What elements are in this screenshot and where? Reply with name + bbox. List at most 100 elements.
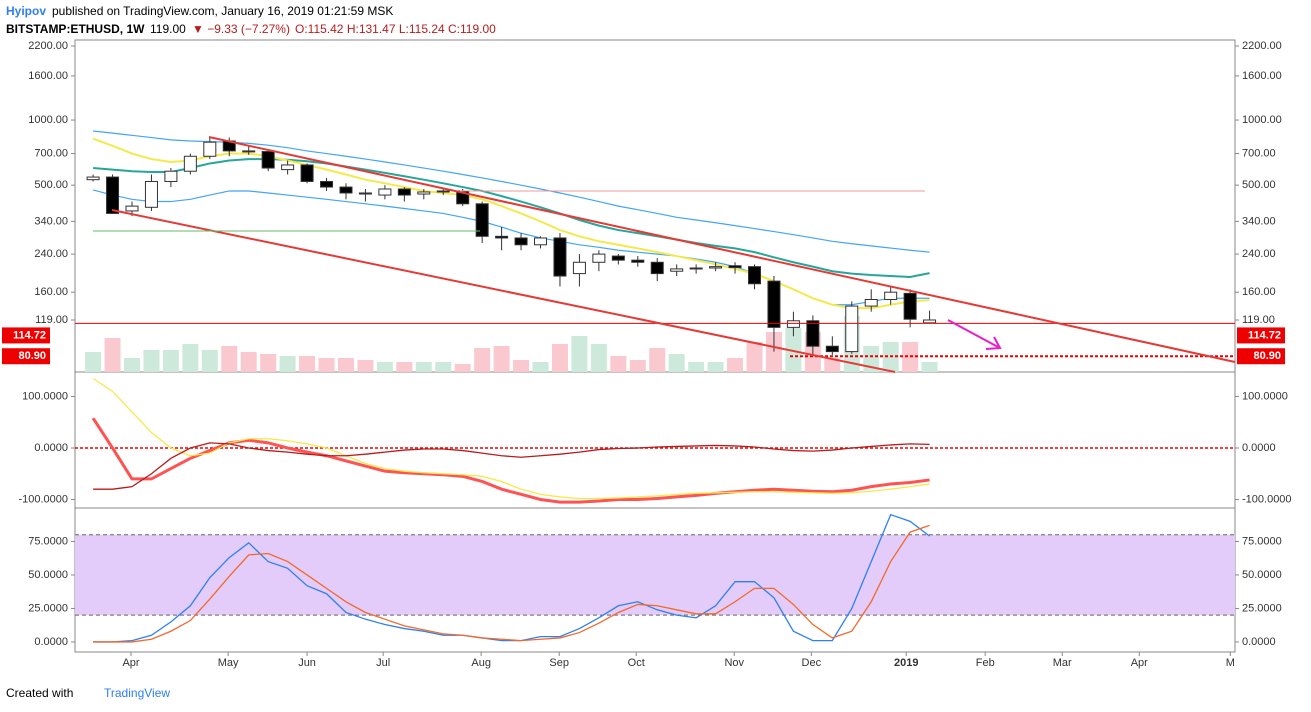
x-tick-label: Apr xyxy=(1131,657,1148,669)
x-tick-label: Dec xyxy=(802,657,822,669)
indicator-line xyxy=(93,442,930,490)
candle-body xyxy=(670,268,684,272)
volume-bar xyxy=(357,360,374,372)
indicator-line xyxy=(92,377,930,500)
candle-body xyxy=(631,259,645,263)
candle-body xyxy=(86,176,100,181)
volume-bar xyxy=(162,350,179,372)
volume-bar xyxy=(532,362,549,372)
volume-bar xyxy=(376,362,393,372)
candle-body xyxy=(475,203,489,237)
y-tick-label: 700.00 xyxy=(34,147,68,159)
x-tick-label: Sep xyxy=(549,657,569,669)
published: published on TradingView.com, January 16… xyxy=(52,4,393,18)
frame xyxy=(74,39,1236,653)
candle-body xyxy=(689,267,703,270)
volume-bar xyxy=(260,354,277,372)
candle-body xyxy=(923,319,937,324)
candle-body xyxy=(572,261,586,275)
x-tick-label: M xyxy=(1226,657,1235,669)
candle-body xyxy=(261,151,275,169)
indicator-line xyxy=(93,513,930,643)
price-badge xyxy=(1237,348,1285,365)
y-tick-label: 75.0000 xyxy=(28,535,68,547)
author[interactable]: Hyipov xyxy=(6,4,46,18)
y-tick-label: 0.0000 xyxy=(34,442,68,454)
y-tick-label: 25.0000 xyxy=(1242,602,1282,614)
volume-bar xyxy=(85,352,102,372)
moving-average xyxy=(92,137,930,310)
candle-body xyxy=(553,237,567,277)
y-tick-label: -100.0000 xyxy=(18,493,68,505)
candle-body xyxy=(378,188,392,196)
y-tick-label: 1600.00 xyxy=(28,70,68,82)
candle-body xyxy=(436,190,450,193)
footer-brand[interactable]: TradingView xyxy=(104,686,170,700)
drawings xyxy=(93,136,1236,373)
candle-body xyxy=(709,266,723,269)
candle-body xyxy=(203,141,217,157)
last-price: 119.00 xyxy=(150,22,186,36)
candle-body xyxy=(786,320,800,328)
price-badge xyxy=(1237,327,1285,344)
y-tick-label: 340.00 xyxy=(1242,215,1276,227)
candle-body xyxy=(611,255,625,261)
x-tick-label: Feb xyxy=(976,657,995,669)
volume-bar xyxy=(551,344,568,372)
price-badge-label: 80.90 xyxy=(18,350,46,362)
candle-body xyxy=(767,280,781,328)
candle-body xyxy=(242,150,256,153)
candle-body xyxy=(106,176,120,214)
volume-bar xyxy=(337,358,354,372)
volume-bar xyxy=(649,348,666,372)
x-tick-label: 2019 xyxy=(894,657,918,669)
candle-body xyxy=(748,266,762,285)
candle-body xyxy=(650,261,664,275)
volume-bar xyxy=(396,362,413,372)
candle-body xyxy=(417,191,431,195)
trendline xyxy=(111,209,896,373)
candle-body xyxy=(825,345,839,353)
y-tick-label: 0.0000 xyxy=(1242,442,1276,454)
y-tick-label: 1000.00 xyxy=(28,114,68,126)
x-tick-label: Nov xyxy=(724,657,744,669)
candle-body xyxy=(884,291,898,301)
arrow xyxy=(947,319,1002,350)
y-tick-label: 1600.00 xyxy=(1242,70,1282,82)
y-tick-label: 160.00 xyxy=(34,286,68,298)
candle-body xyxy=(845,305,859,353)
volume-bar xyxy=(435,362,452,372)
y-tick-label: 500.00 xyxy=(34,179,68,191)
candle-body xyxy=(534,237,548,246)
candle-body xyxy=(125,205,139,212)
price-badge-label: 80.90 xyxy=(1253,350,1281,362)
candle-body xyxy=(164,170,178,182)
volume-bar xyxy=(415,362,432,372)
price-badge-label: 114.72 xyxy=(1248,329,1281,341)
candle-body xyxy=(320,180,334,188)
volume-bar xyxy=(318,358,335,372)
volume-bar xyxy=(824,358,841,372)
y-tick-label: 0.0000 xyxy=(1242,636,1276,648)
y-tick-label: 119.00 xyxy=(1242,314,1275,326)
symbol: BITSTAMP:ETHUSD, 1W xyxy=(6,22,145,36)
volume-bar xyxy=(454,364,471,372)
volume-bar xyxy=(201,350,218,372)
volume-bar xyxy=(493,346,510,372)
band xyxy=(75,534,1235,616)
x-tick-label: Aug xyxy=(471,657,491,669)
candle-body xyxy=(339,186,353,194)
y-tick-label: 119.00 xyxy=(35,314,68,326)
candle-body xyxy=(806,320,820,347)
volume-bar xyxy=(668,354,685,372)
indicator-line xyxy=(93,524,930,643)
volume-bar xyxy=(123,358,140,372)
x-tick-label: May xyxy=(218,657,239,669)
volume-bar xyxy=(221,346,238,372)
y-tick-label: 50.0000 xyxy=(1242,569,1282,581)
y-tick-label: 75.0000 xyxy=(1242,535,1282,547)
candle-body xyxy=(281,164,295,171)
price-badge xyxy=(2,348,50,365)
y-tick-label: 240.00 xyxy=(34,248,68,260)
volume-bar xyxy=(571,336,588,372)
